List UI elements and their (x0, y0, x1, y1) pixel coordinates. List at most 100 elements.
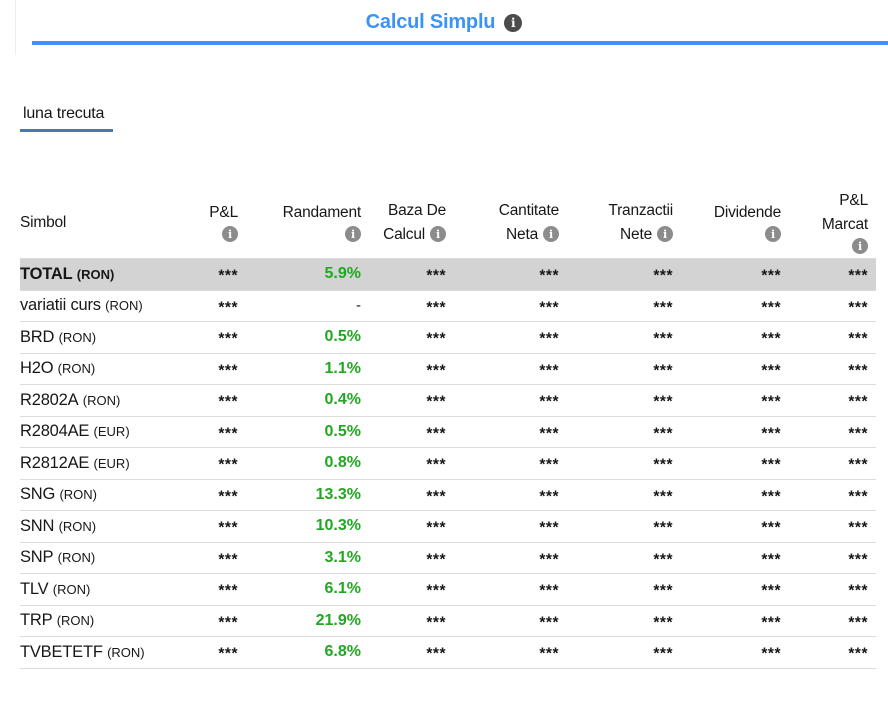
table-row: R2804AE (EUR) *** 0.5% *** *** *** *** *** (20, 417, 876, 448)
baza-value: *** (426, 645, 446, 663)
portfolio-table: Simbol P&L i Randament i Baza De Calcul i Cantit… (20, 186, 876, 669)
pl-value: *** (218, 330, 238, 348)
randament-value: 5.9% (324, 265, 361, 283)
col-header-label: Randament (282, 204, 362, 221)
col-header-simbol: Simbol (20, 212, 170, 233)
dividende-value: *** (761, 456, 781, 474)
info-icon[interactable]: i (345, 226, 361, 242)
symbol-name: BRD (20, 327, 55, 346)
baza-value: *** (426, 393, 446, 411)
table-row: variatii curs (RON) *** - *** *** *** *** *** (20, 291, 876, 322)
left-divider (15, 0, 16, 55)
dividende-value: *** (761, 267, 781, 285)
symbol-cell: R2804AE (EUR) (20, 422, 170, 441)
tranzactii-value: *** (653, 299, 673, 317)
baza-value: *** (426, 519, 446, 537)
col-header-label: Nete (620, 225, 652, 243)
dividende-value: *** (761, 362, 781, 380)
col-header-label: Calcul (383, 225, 425, 243)
pl-value: *** (218, 614, 238, 632)
symbol-currency: (RON) (59, 487, 98, 503)
col-header-tranzactii: Tranzactii Nete i (559, 200, 673, 245)
info-icon[interactable]: i (430, 226, 446, 242)
pl_marcat-value: *** (848, 614, 868, 632)
cantitate-value: *** (539, 551, 559, 569)
table-row: R2812AE (EUR) *** 0.8% *** *** *** *** *** (20, 448, 876, 480)
tranzactii-value: *** (653, 645, 673, 663)
tranzactii-value: *** (653, 425, 673, 443)
symbol-name: SNP (20, 548, 54, 567)
tab-luna-trecuta[interactable]: luna trecuta (20, 105, 114, 132)
info-icon[interactable]: i (222, 226, 238, 242)
symbol-cell: R2802A (RON) (20, 391, 170, 410)
table-row: TRP (RON) *** 21.9% *** *** *** *** *** (20, 606, 876, 637)
symbol-cell: TLV (RON) (20, 580, 170, 599)
col-header-label: Marcat (821, 216, 868, 233)
randament-value: 3.1% (324, 548, 361, 566)
cantitate-value: *** (539, 299, 559, 317)
title-info-icon[interactable]: i (504, 13, 523, 32)
title-underline (32, 41, 888, 45)
dividende-value: *** (761, 425, 781, 443)
pl-value: *** (218, 456, 238, 474)
info-icon[interactable]: i (765, 226, 781, 242)
pl_marcat-value: *** (848, 299, 868, 317)
cantitate-value: *** (539, 425, 559, 443)
col-header-pl_marcat: P&L Marcat i (781, 190, 876, 254)
cantitate-value: *** (539, 393, 559, 411)
symbol-currency: (RON) (58, 518, 97, 534)
symbol-name: SNN (20, 516, 55, 535)
pl_marcat-value: *** (848, 488, 868, 506)
col-header-label: Tranzactii (608, 201, 673, 219)
tranzactii-value: *** (653, 519, 673, 537)
pl_marcat-value: *** (848, 519, 868, 537)
dividende-value: *** (761, 582, 781, 600)
pl_marcat-value: *** (848, 425, 868, 443)
title-bar: Calcul Simplu i (0, 0, 888, 55)
pl-value: *** (218, 519, 238, 537)
col-header-label: Cantitate (498, 201, 559, 219)
table-row: TVBETETF (RON) *** 6.8% *** *** *** *** *** (20, 637, 876, 669)
col-header-dividende: Dividende i (673, 202, 781, 242)
pl_marcat-value: *** (848, 362, 868, 380)
randament-value: 0.4% (324, 391, 361, 409)
symbol-name: TVBETETF (20, 642, 103, 661)
dividende-value: *** (761, 299, 781, 317)
dividende-value: *** (761, 488, 781, 506)
col-header-label: P&L (209, 204, 238, 221)
col-header-label: Baza De (387, 201, 446, 219)
symbol-name: R2804AE (20, 422, 90, 441)
symbol-name: TRP (20, 611, 53, 630)
info-icon[interactable]: i (852, 238, 868, 254)
symbol-currency: (RON) (58, 329, 97, 345)
symbol-name: TLV (20, 579, 49, 598)
symbol-currency: (RON) (76, 266, 115, 282)
tranzactii-value: *** (653, 582, 673, 600)
cantitate-value: *** (539, 330, 559, 348)
dividende-value: *** (761, 645, 781, 663)
randament-value: 10.3% (315, 517, 361, 535)
pl-value: *** (218, 267, 238, 285)
symbol-currency: (RON) (52, 581, 91, 597)
cantitate-value: *** (539, 519, 559, 537)
symbol-name: R2812AE (20, 453, 90, 472)
pl-value: *** (218, 645, 238, 663)
pl-value: *** (218, 393, 238, 411)
cantitate-value: *** (539, 267, 559, 285)
info-icon[interactable]: i (543, 226, 559, 242)
pl_marcat-value: *** (848, 456, 868, 474)
randament-value: 21.9% (315, 611, 361, 629)
dividende-value: *** (761, 393, 781, 411)
symbol-cell: SNN (RON) (20, 517, 170, 536)
symbol-cell: R2812AE (EUR) (20, 454, 170, 473)
randament-value: - (356, 296, 361, 314)
symbol-currency: (EUR) (93, 424, 130, 440)
col-header-baza: Baza De Calcul i (361, 200, 446, 245)
pl_marcat-value: *** (848, 645, 868, 663)
baza-value: *** (426, 488, 446, 506)
info-icon[interactable]: i (657, 226, 673, 242)
symbol-currency: (RON) (105, 298, 143, 314)
pl_marcat-value: *** (848, 551, 868, 569)
table-row: BRD (RON) *** 0.5% *** *** *** *** *** (20, 322, 876, 354)
symbol-cell: BRD (RON) (20, 328, 170, 347)
